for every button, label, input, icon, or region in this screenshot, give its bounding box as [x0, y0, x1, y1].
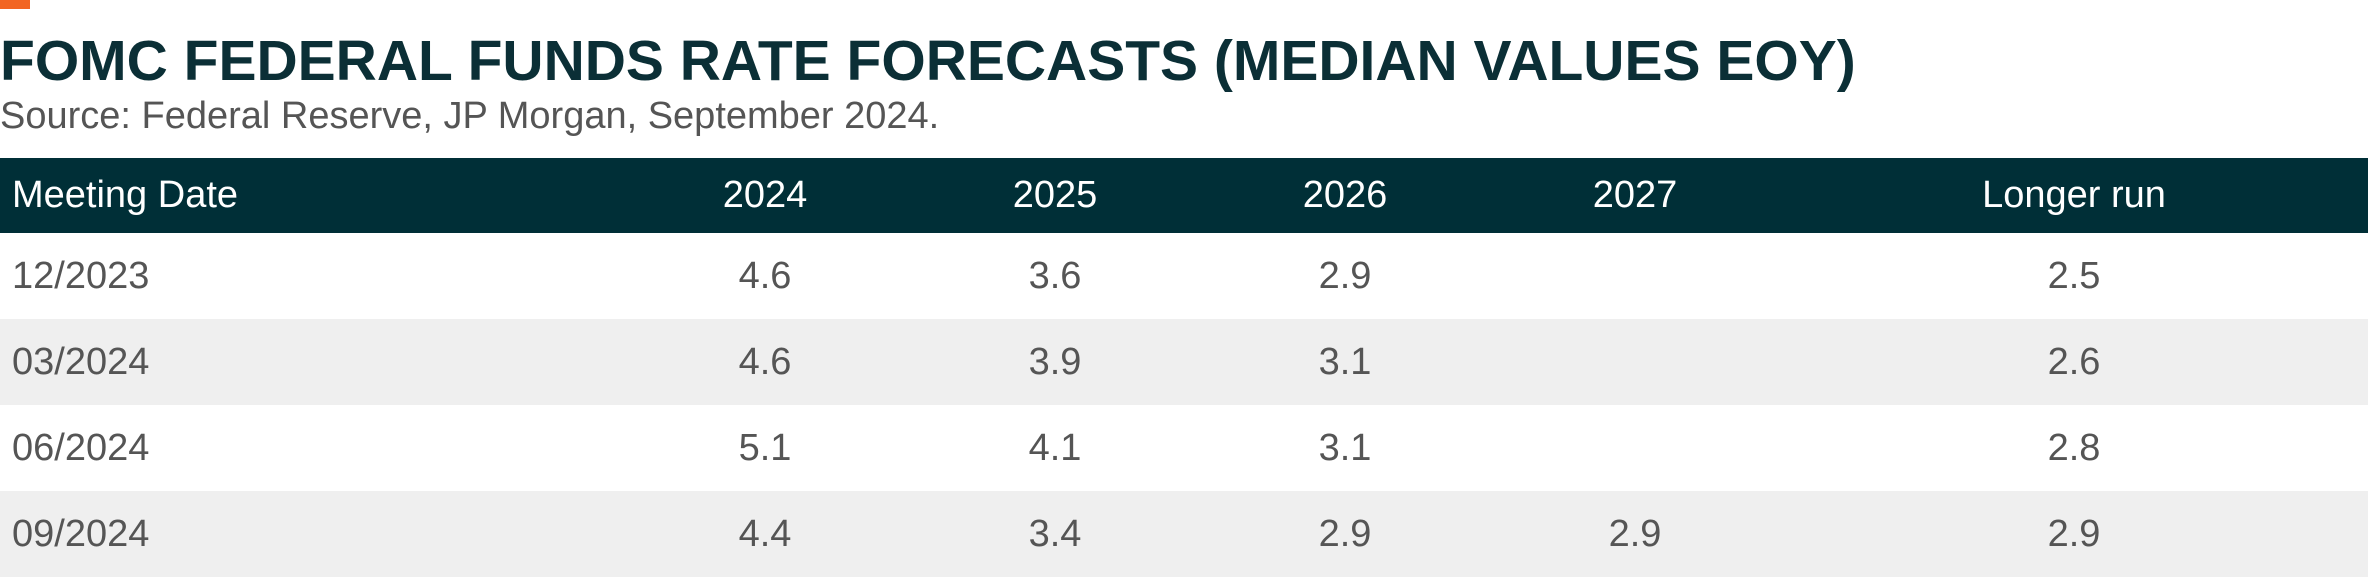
cell-2026: 2.9	[1318, 254, 1372, 297]
cell-meeting-date: 03/2024	[12, 340, 150, 383]
cell-meeting-date: 06/2024	[12, 426, 150, 469]
table-row: 09/2024 4.4 3.4 2.9 2.9 2.9	[0, 491, 2368, 577]
page-title: FOMC FEDERAL FUNDS RATE FORECASTS (MEDIA…	[0, 29, 1856, 93]
cell-2027: 2.9	[1608, 512, 1662, 555]
cell-longer-run: 2.5	[2047, 254, 2101, 297]
cell-longer-run: 2.9	[2047, 512, 2101, 555]
cell-longer-run: 2.6	[2047, 340, 2101, 383]
table-row: 12/2023 4.6 3.6 2.9 2.5	[0, 233, 2368, 319]
source-note: Source: Federal Reserve, JP Morgan, Sept…	[0, 95, 940, 137]
cell-2025: 3.9	[1028, 340, 1082, 383]
table-row: 06/2024 5.1 4.1 3.1 2.8	[0, 405, 2368, 491]
cell-2025: 3.4	[1028, 512, 1082, 555]
column-header-longer-run: Longer run	[1982, 174, 2166, 216]
table-header-row: Meeting Date 2024 2025 2026 2027 Longer …	[0, 158, 2368, 233]
forecast-table: Meeting Date 2024 2025 2026 2027 Longer …	[0, 158, 2368, 577]
cell-meeting-date: 09/2024	[12, 512, 150, 555]
cell-2025: 3.6	[1028, 254, 1082, 297]
cell-2027	[1490, 405, 1780, 491]
cell-2024: 5.1	[738, 426, 792, 469]
column-header-2027: 2027	[1592, 174, 1678, 216]
column-header-meeting-date: Meeting Date	[12, 174, 239, 216]
column-header-2025: 2025	[1012, 174, 1098, 216]
cell-2024: 4.6	[738, 254, 792, 297]
column-header-2026: 2026	[1302, 174, 1388, 216]
cell-meeting-date: 12/2023	[12, 254, 150, 297]
cell-2027	[1490, 233, 1780, 319]
cell-2026: 3.1	[1318, 426, 1372, 469]
cell-2024: 4.4	[738, 512, 792, 555]
cell-2026: 2.9	[1318, 512, 1372, 555]
table-row: 03/2024 4.6 3.9 3.1 2.6	[0, 319, 2368, 405]
cell-2026: 3.1	[1318, 340, 1372, 383]
column-header-2024: 2024	[722, 174, 808, 216]
cell-2027	[1490, 319, 1780, 405]
accent-bar	[0, 0, 30, 9]
cell-2025: 4.1	[1028, 426, 1082, 469]
cell-longer-run: 2.8	[2047, 426, 2101, 469]
cell-2024: 4.6	[738, 340, 792, 383]
